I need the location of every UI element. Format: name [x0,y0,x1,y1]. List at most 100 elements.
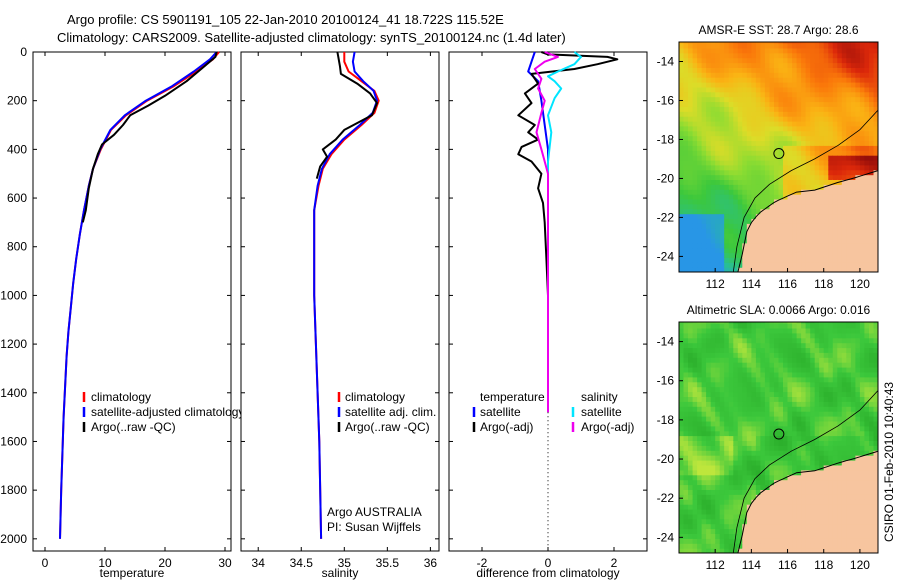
field-cell [697,106,703,112]
field-cell [859,159,865,166]
land-cell [855,179,861,185]
field-cell [819,150,825,156]
land-cell [778,499,784,505]
field-cell [751,43,757,49]
land-cell [805,198,811,205]
field-cell [719,91,725,98]
field-cell [683,72,689,78]
field-cell [737,513,743,520]
field-cell [688,101,694,107]
land-cell [805,257,811,263]
field-cell [706,401,712,407]
field-cell [733,381,739,388]
field-cell [751,332,757,339]
field-cell [715,362,721,368]
field-cell [805,352,811,358]
land-cell [846,489,852,495]
field-cell [746,342,752,349]
land-cell [814,533,820,539]
land-cell [783,228,789,234]
land-cell [796,509,802,515]
field-cell [692,523,698,530]
land-cell [810,533,816,539]
land-cell [837,198,843,205]
field-cell [710,155,716,161]
field-cell [841,425,847,432]
field-cell [778,82,784,88]
land-cell [841,257,847,263]
field-cell [688,518,694,525]
field-cell [783,82,789,88]
land-cell [869,455,875,461]
field-cell [823,357,829,363]
land-cell [796,489,802,495]
field-cell [805,52,811,59]
field-cell [683,371,689,378]
field-cell [746,406,752,412]
field-cell [719,179,725,185]
field-cell [864,106,870,112]
x-tick-label: 10 [98,556,112,570]
field-cell [832,67,838,73]
land-cell [859,479,865,486]
field-cell [823,445,829,451]
field-cell [706,252,712,258]
land-cell [814,213,820,219]
field-cell [769,450,775,456]
land-cell [869,538,875,544]
field-cell [701,228,707,234]
land-cell [828,499,834,505]
land-cell [873,252,878,258]
field-cell [769,155,775,161]
field-cell [850,77,856,83]
land-cell [819,499,825,505]
x-tick-label: 112 [706,277,725,291]
land-cell [792,474,798,481]
field-cell [697,159,703,166]
field-cell [864,450,870,456]
land-cell [855,543,861,549]
x-tick-label: 0 [545,556,552,570]
field-cell [733,513,739,520]
field-cell [697,62,703,68]
field-cell [792,401,798,407]
land-cell [819,489,825,495]
field-cell [728,135,734,142]
land-cell [796,528,802,534]
land-cell [864,257,870,263]
field-cell [679,43,685,49]
field-cell [828,391,834,397]
land-cell [832,528,838,534]
land-cell [819,198,825,205]
field-cell [688,533,694,539]
field-cell [850,96,856,103]
land-cell [755,257,761,263]
field-cell [724,120,730,127]
field-cell [869,140,875,146]
land-cell [801,504,807,510]
field-cell [688,435,694,441]
field-cell [778,425,784,432]
field-cell [737,332,743,339]
land-cell [873,184,878,190]
land-cell [828,504,834,510]
land-cell [846,257,852,263]
field-cell [760,347,766,353]
field-cell [764,164,770,171]
field-cell [846,381,852,388]
field-cell [728,543,734,549]
field-cell [710,362,716,368]
field-cell [850,425,856,432]
field-cell [837,450,843,456]
land-cell [850,528,856,534]
field-cell [692,228,698,234]
field-cell [719,391,725,397]
field-cell [679,62,685,68]
land-cell [783,518,789,525]
field-cell [742,499,748,505]
field-cell [755,460,761,466]
land-cell [760,538,766,544]
field-cell [728,169,734,176]
field-cell [706,376,712,383]
